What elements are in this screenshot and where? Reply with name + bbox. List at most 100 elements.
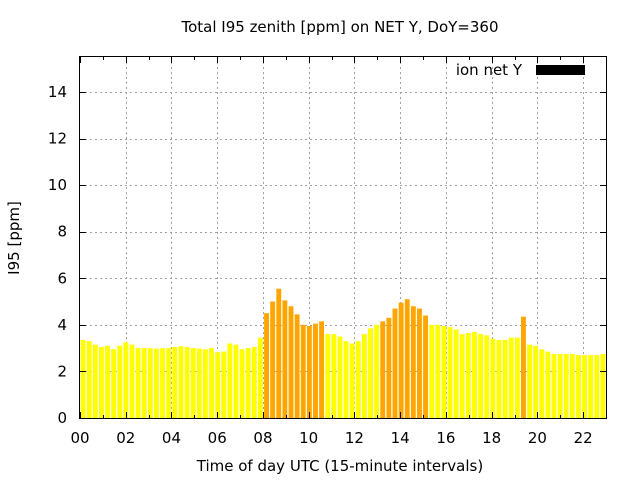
bar <box>319 321 325 418</box>
y-tick-label: 14 <box>48 83 67 101</box>
bar <box>533 345 539 418</box>
bar <box>588 355 594 418</box>
bar <box>239 349 245 418</box>
x-tick-label: 22 <box>574 429 593 447</box>
y-tick-label: 2 <box>57 362 67 380</box>
bar <box>392 308 398 418</box>
bar <box>417 308 422 418</box>
bar <box>465 332 471 418</box>
bar <box>514 337 520 418</box>
x-tick-label: 08 <box>253 429 272 447</box>
bar <box>563 353 569 418</box>
bar <box>251 346 257 418</box>
bar <box>569 353 575 418</box>
x-axis: 00 02 04 06 08 10 12 14 16 18 20 22 <box>70 57 593 447</box>
x-tick-label: 00 <box>70 429 89 447</box>
y-tick-label: 6 <box>57 269 67 287</box>
legend-label: ion net Y <box>456 61 523 79</box>
bar <box>117 345 123 418</box>
x-tick-label: 18 <box>482 429 501 447</box>
chart-title: Total I95 zenith [ppm] on NET Y, DoY=360 <box>180 18 498 36</box>
bar <box>190 348 196 418</box>
bar <box>270 301 276 418</box>
x-tick-label: 06 <box>208 429 227 447</box>
bar <box>582 355 588 418</box>
bar <box>447 327 453 418</box>
bar <box>98 346 104 418</box>
bar <box>551 353 557 418</box>
bar <box>600 353 606 418</box>
x-tick-label: 14 <box>391 429 410 447</box>
bar <box>459 334 465 418</box>
bar <box>141 348 147 418</box>
bar <box>337 336 343 418</box>
y-tick-label: 8 <box>57 223 67 241</box>
bar <box>349 343 355 418</box>
bar <box>594 355 600 418</box>
bar <box>423 315 429 418</box>
bar <box>184 346 190 418</box>
bar <box>147 348 153 418</box>
bar <box>404 299 410 418</box>
bar <box>576 355 581 418</box>
bar <box>539 349 545 418</box>
bar <box>331 334 337 418</box>
bar <box>288 306 294 418</box>
bar <box>294 314 300 418</box>
bar <box>282 300 288 418</box>
bar <box>111 349 117 418</box>
bar <box>472 331 477 418</box>
bar <box>398 302 404 418</box>
bar <box>435 324 441 418</box>
bar <box>484 335 490 418</box>
bar <box>429 324 435 418</box>
y-tick-label: 0 <box>57 409 67 427</box>
bar <box>264 313 269 418</box>
bar <box>209 348 214 418</box>
bar <box>221 351 227 418</box>
bar <box>105 345 110 418</box>
bar <box>160 348 166 418</box>
bar <box>276 288 282 418</box>
legend: ion net Y <box>456 61 585 79</box>
bar <box>520 316 526 418</box>
x-tick-label: 16 <box>436 429 455 447</box>
bar <box>227 343 233 418</box>
y-tick-label: 4 <box>57 316 67 334</box>
bar <box>453 329 459 418</box>
bar <box>257 337 263 418</box>
bar <box>245 348 251 418</box>
bar <box>374 324 380 418</box>
bar <box>80 339 86 418</box>
bar <box>490 338 496 418</box>
bar <box>386 317 392 418</box>
bar <box>478 334 484 418</box>
y-axis-label: I95 [ppm] <box>5 201 23 275</box>
y-tick-label: 10 <box>48 176 67 194</box>
x-tick-label: 02 <box>116 429 135 447</box>
bar <box>154 348 159 418</box>
y-tick-label: 12 <box>48 130 67 148</box>
bar <box>129 344 135 418</box>
legend-swatch <box>536 65 585 75</box>
bar <box>361 334 367 418</box>
bar <box>306 326 312 418</box>
y-axis: 0 2 4 6 8 10 12 14 <box>48 83 606 427</box>
bar <box>496 339 502 418</box>
bar <box>368 328 373 418</box>
x-tick-label: 04 <box>162 429 181 447</box>
bar <box>166 348 172 418</box>
bar <box>527 344 532 418</box>
bar <box>557 353 563 418</box>
bar <box>86 341 92 418</box>
bar <box>172 346 178 418</box>
bar <box>202 349 208 418</box>
x-axis-label: Time of day UTC (15-minute intervals) <box>196 457 483 475</box>
bar <box>123 342 129 418</box>
bar <box>502 339 508 418</box>
bar <box>343 341 349 418</box>
bar <box>441 326 447 418</box>
bar <box>313 323 318 418</box>
bar <box>233 344 239 418</box>
